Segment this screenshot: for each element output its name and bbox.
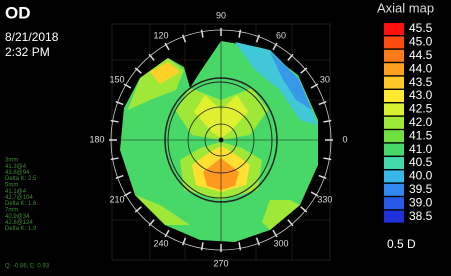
angle-tick: [238, 29, 242, 38]
angle-tick: [310, 83, 319, 89]
legend-label: 45.5: [409, 21, 433, 35]
angle-tick: [200, 242, 204, 251]
kerato-k1: 41.1@4: [5, 189, 27, 195]
angle-label: 270: [213, 258, 228, 268]
angle-tick: [110, 157, 119, 161]
kerato-k1: 40.9@34: [5, 214, 30, 220]
angle-tick: [115, 100, 124, 106]
map-title: Axial map: [377, 0, 434, 15]
legend-label: 42.0: [409, 115, 433, 129]
legend-label: 41.0: [409, 142, 433, 156]
angle-tick: [318, 100, 327, 106]
legend-label: 40.0: [409, 169, 433, 183]
angle-tick: [181, 237, 187, 246]
angle-tick: [200, 29, 204, 38]
angle-tick: [255, 237, 261, 246]
angle-tick: [110, 119, 119, 123]
kerato-k1: 41.3@4: [5, 164, 27, 170]
angle-tick: [272, 42, 278, 51]
angle-tick: [310, 191, 319, 197]
angle-tick: [123, 83, 132, 89]
legend-swatch: [384, 103, 404, 116]
legend-swatch: [384, 63, 404, 76]
legend-label: 45.0: [409, 35, 433, 49]
angle-tick: [323, 157, 332, 161]
legend-label: 39.5: [409, 182, 433, 196]
angle-label: 150: [110, 74, 125, 84]
legend-swatch: [384, 170, 404, 183]
legend-swatch: [384, 23, 404, 35]
shape-factor: Q: -0.86, E: 0.93: [5, 264, 50, 270]
legend-label: 39.0: [409, 195, 433, 209]
angle-tick: [134, 67, 142, 74]
eye: OD: [5, 3, 31, 22]
angle-tick: [181, 34, 187, 43]
legend-label: 43.5: [409, 75, 433, 89]
legend-swatch: [384, 197, 404, 210]
angle-label: 120: [153, 30, 168, 40]
legend-label: 44.5: [409, 48, 433, 62]
legend-label: 40.5: [409, 155, 433, 169]
legend-swatch: [384, 157, 404, 169]
legend-label: 42.5: [409, 102, 433, 116]
angle-label: 180: [89, 134, 104, 144]
kerato-k2: 42.8@124: [5, 220, 33, 226]
plot-frame: [111, 23, 331, 261]
legend-swatch: [384, 90, 404, 102]
angle-tick: [300, 67, 308, 74]
angle-label: 90: [216, 10, 226, 20]
angle-tick: [287, 53, 294, 61]
angle-tick: [238, 242, 242, 251]
angle-tick: [272, 229, 278, 238]
angle-label: 210: [110, 194, 125, 204]
angle-label: 30: [320, 74, 330, 84]
legend-swatch: [384, 76, 404, 89]
kerato-delta: Delta K: 2.5: [5, 176, 37, 182]
legend-step: 0.5 D: [387, 237, 416, 251]
legend-swatch: [384, 36, 404, 49]
angle-label: 0: [342, 134, 347, 144]
angle-tick: [115, 174, 124, 180]
kerato-k2: 42.7@104: [5, 195, 33, 201]
legend-swatch: [384, 116, 404, 129]
legend-swatch: [384, 49, 404, 62]
angle-tick: [134, 206, 142, 213]
angle-ticks: [109, 28, 333, 252]
date: 8/21/2018: [5, 30, 59, 44]
angle-tick: [300, 206, 308, 213]
angle-tick: [318, 174, 327, 180]
legend-label: 43.0: [409, 88, 433, 102]
legend-swatch: [384, 183, 404, 196]
legend-label: 44.0: [409, 61, 433, 75]
kerato-k2: 43.8@94: [5, 170, 30, 176]
legend-label: 38.5: [409, 209, 433, 223]
angle-tick: [255, 34, 261, 43]
legend-swatch: [384, 143, 404, 156]
angle-tick: [148, 219, 155, 227]
kerato-zone: 3mm: [5, 158, 18, 164]
angle-label: 330: [317, 194, 332, 204]
angle-tick: [148, 53, 155, 61]
legend-swatch: [384, 210, 404, 223]
legend-label: 41.5: [409, 128, 433, 142]
angle-tick: [164, 229, 170, 238]
kerato-zone: 5mm: [5, 183, 18, 189]
kerato-delta: Delta K: 1.6: [5, 201, 37, 207]
angle-label: 240: [153, 238, 168, 248]
legend-swatch: [384, 130, 404, 143]
angle-tick: [287, 219, 294, 227]
angle-label: 60: [276, 30, 286, 40]
angle-tick: [123, 191, 132, 197]
kerato-delta: Delta K: 1.9: [5, 226, 37, 232]
angle-tick: [164, 42, 170, 51]
angle-tick: [323, 119, 332, 123]
time: 2:32 PM: [5, 45, 50, 59]
kerato-zone: 7mm: [5, 208, 18, 214]
angle-label: 300: [273, 238, 288, 248]
